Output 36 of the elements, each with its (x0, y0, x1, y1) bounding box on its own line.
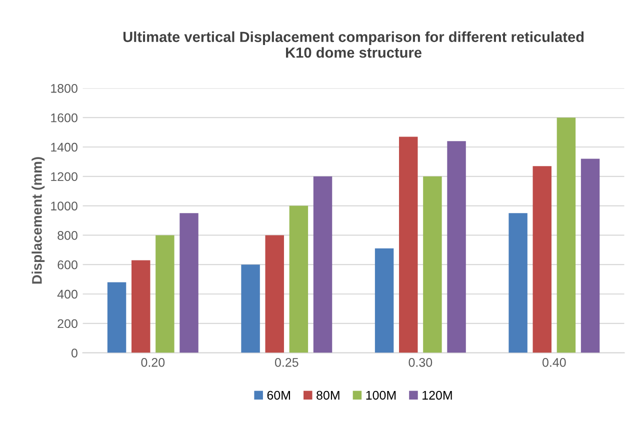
bar (180, 213, 198, 353)
legend-label: 100M (366, 390, 396, 400)
y-tick-label: 600 (58, 260, 78, 270)
bar (532, 166, 552, 353)
y-tick-label: 1000 (51, 202, 78, 210)
y-tick-label: 800 (58, 231, 78, 240)
bar (399, 136, 418, 353)
legend-label: 80M (316, 390, 340, 400)
bar (508, 213, 528, 353)
y-tick-label: 400 (57, 290, 78, 299)
x-tick-label: 0.40 (542, 358, 566, 367)
bar (107, 282, 126, 353)
bar (132, 260, 150, 353)
y-tick-label: 1800 (51, 84, 78, 93)
bar (265, 235, 284, 353)
y-axis-title: Displacement (mm) (32, 157, 45, 284)
bar (447, 141, 466, 353)
bar (423, 176, 442, 353)
legend-label: 60M (267, 390, 290, 400)
bar (241, 264, 260, 353)
bar (313, 176, 332, 353)
bar (289, 206, 308, 353)
y-tick-label: 1200 (51, 172, 78, 182)
legend-label: 120M (422, 390, 452, 400)
y-tick-label: 1600 (51, 113, 78, 122)
bar (374, 248, 394, 353)
y-tick-label: 200 (58, 319, 78, 328)
y-tick-label: 0 (71, 348, 78, 358)
x-tick-label: 0.20 (141, 358, 165, 367)
bar (156, 235, 174, 353)
y-tick-label: 1400 (51, 142, 78, 152)
bar (556, 118, 576, 353)
x-tick-label: 0.25 (274, 358, 298, 367)
x-tick-label: 0.30 (408, 358, 432, 367)
bar (580, 158, 600, 353)
chart-title: Ultimate vertical Displacement comparison for different reticulated K10 dome structure (123, 31, 584, 58)
